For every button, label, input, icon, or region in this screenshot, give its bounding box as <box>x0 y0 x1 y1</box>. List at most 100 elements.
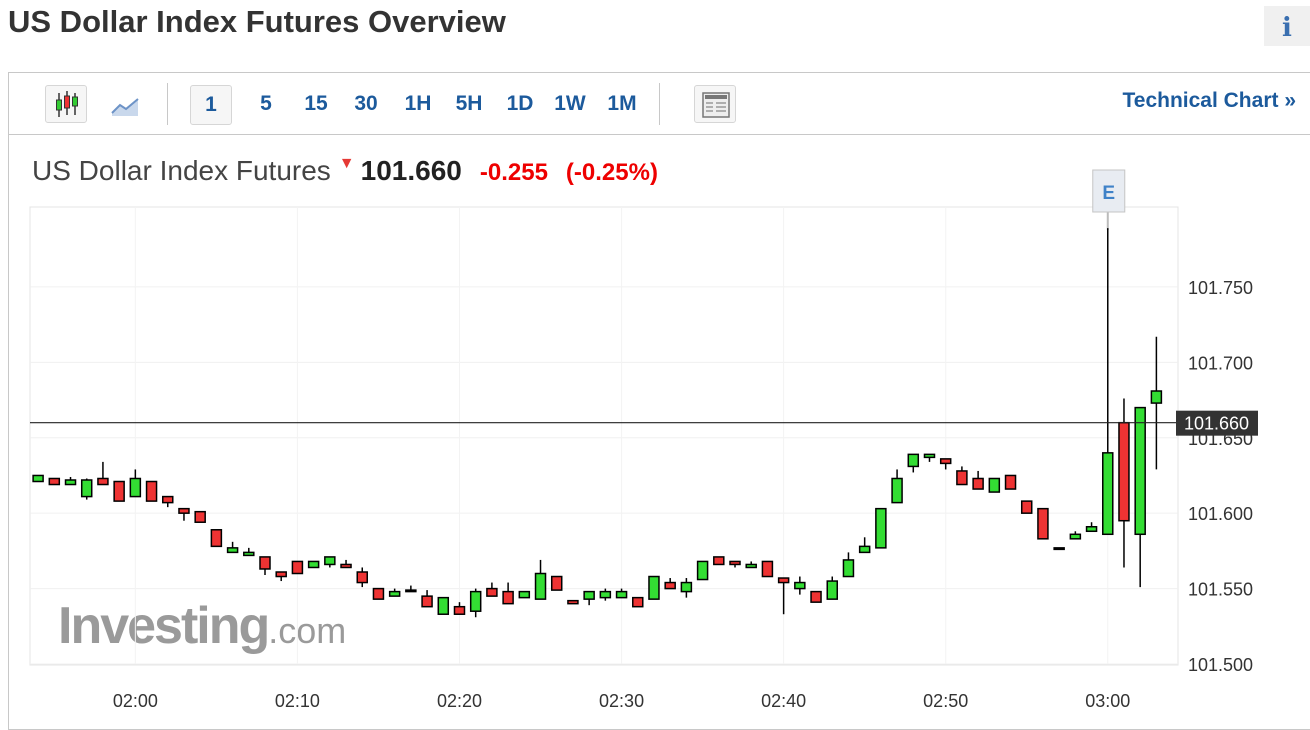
candle-02:04[interactable] <box>194 510 206 523</box>
candle-01:54[interactable] <box>32 474 44 483</box>
candle-02:10[interactable] <box>291 560 304 575</box>
candle-02:57[interactable] <box>1053 547 1065 551</box>
candle-02:13[interactable] <box>340 563 352 569</box>
timeframe-1[interactable]: 1 <box>190 85 232 125</box>
candle-02:05[interactable] <box>210 529 223 548</box>
candle-02:46[interactable] <box>875 507 887 549</box>
candle-02:30[interactable] <box>615 590 628 599</box>
candle-02:12[interactable] <box>324 556 336 566</box>
candle-02:29[interactable] <box>599 590 612 599</box>
candle-02:22[interactable] <box>486 587 498 597</box>
line-chart-button[interactable] <box>104 85 146 123</box>
candle-02:55[interactable] <box>1020 500 1033 514</box>
candle-02:54[interactable] <box>1004 474 1017 490</box>
candle-02:38[interactable] <box>745 563 757 569</box>
candle-03:01[interactable] <box>1118 421 1130 522</box>
candle-02:21[interactable] <box>469 590 482 612</box>
event-marker-label: E <box>1102 183 1115 204</box>
instrument-name: US Dollar Index Futures <box>32 155 331 186</box>
price-change: -0.255 <box>479 159 548 186</box>
candle-02:59[interactable] <box>1085 525 1098 533</box>
candle-02:58[interactable] <box>1069 533 1082 540</box>
candle-02:43[interactable] <box>826 580 838 600</box>
current-price-tag <box>1176 410 1258 436</box>
candle-02:32[interactable] <box>648 575 660 600</box>
candle-01:56[interactable] <box>64 479 77 486</box>
candle-02:45[interactable] <box>858 545 871 554</box>
candle-02:53[interactable] <box>988 477 1001 493</box>
candle-03:02[interactable] <box>1134 406 1146 536</box>
candle-02:17[interactable] <box>405 589 417 593</box>
candle-02:03[interactable] <box>178 507 190 514</box>
candle-02:25[interactable] <box>534 572 547 600</box>
candle-02:09[interactable] <box>275 571 287 578</box>
candle-02:20[interactable] <box>453 605 466 615</box>
y-tick-label: 101.500 <box>1188 655 1253 675</box>
candle-02:31[interactable] <box>632 596 644 608</box>
timeframe-1W[interactable]: 1W <box>554 92 586 115</box>
candle-02:44[interactable] <box>842 559 855 578</box>
timeframe-1M[interactable]: 1M <box>607 92 637 115</box>
candle-01:58[interactable] <box>97 477 109 486</box>
candle-02:07[interactable] <box>243 551 255 557</box>
candle-02:15[interactable] <box>372 587 385 600</box>
candle-02:39[interactable] <box>761 560 774 578</box>
candle-02:11[interactable] <box>307 560 320 569</box>
candle-02:16[interactable] <box>388 590 401 597</box>
toolbar-divider <box>659 83 660 125</box>
candlestick-chart-button[interactable] <box>45 85 87 123</box>
candle-02:40[interactable] <box>777 577 790 584</box>
candle-02:14[interactable] <box>356 571 368 584</box>
candle-02:37[interactable] <box>729 560 741 566</box>
candlestick-chart-icon <box>56 91 78 117</box>
timeframe-5H[interactable]: 5H <box>455 92 483 115</box>
candle-02:28[interactable] <box>583 590 595 600</box>
timeframe-30[interactable]: 30 <box>354 92 378 115</box>
candle-02:56[interactable] <box>1037 507 1049 540</box>
candle-02:41[interactable] <box>794 581 806 590</box>
candle-02:36[interactable] <box>713 556 725 566</box>
candle-02:01[interactable] <box>145 480 158 502</box>
y-tick-label: 101.600 <box>1188 504 1253 524</box>
candle-01:59[interactable] <box>113 480 125 502</box>
candle-02:34[interactable] <box>680 581 693 593</box>
candle-02:00[interactable] <box>129 477 142 498</box>
chart-toolbar: 1 5 15 30 1H 5H 1D 1W 1M Technical Chart » <box>9 73 1310 135</box>
timeframe-5[interactable]: 5 <box>260 92 272 115</box>
candle-02:06[interactable] <box>226 547 239 554</box>
candle-02:19[interactable] <box>437 596 450 615</box>
timeframe-1H[interactable]: 1H <box>404 92 432 115</box>
candle-02:27[interactable] <box>567 599 579 605</box>
candle-02:24[interactable] <box>518 590 531 599</box>
candle-01:57[interactable] <box>80 479 93 498</box>
timeframe-1D[interactable]: 1D <box>506 92 534 115</box>
technical-chart-link[interactable]: Technical Chart » <box>1122 89 1297 112</box>
candle-02:51[interactable] <box>956 470 968 486</box>
candle-02:52[interactable] <box>972 477 984 490</box>
x-tick-label: 02:50 <box>923 691 968 711</box>
event-marker-box[interactable] <box>1092 169 1126 213</box>
y-tick-label: 101.700 <box>1188 353 1253 373</box>
candle-02:26[interactable] <box>550 575 563 591</box>
candle-02:18[interactable] <box>421 595 433 608</box>
candle-03:00[interactable] <box>1102 452 1114 536</box>
timeframe-15[interactable]: 15 <box>304 92 328 115</box>
last-price: 101.660 <box>360 155 462 186</box>
candle-02:35[interactable] <box>696 560 709 581</box>
candle-02:23[interactable] <box>502 590 514 605</box>
candle-02:48[interactable] <box>907 453 920 468</box>
x-tick-label: 02:20 <box>437 691 482 711</box>
candle-03:03[interactable] <box>1150 390 1163 404</box>
table-view-button[interactable] <box>694 85 736 123</box>
candle-02:02[interactable] <box>162 495 174 504</box>
info-button[interactable]: i <box>1264 6 1310 46</box>
candle-02:49[interactable] <box>923 453 936 459</box>
candle-02:08[interactable] <box>259 556 271 570</box>
candle-02:33[interactable] <box>664 581 676 590</box>
candle-01:55[interactable] <box>48 477 61 486</box>
candle-02:42[interactable] <box>810 590 822 603</box>
price-change-percent: (-0.25%) <box>565 159 658 186</box>
candle-02:47[interactable] <box>891 477 903 504</box>
candle-02:50[interactable] <box>939 458 952 465</box>
